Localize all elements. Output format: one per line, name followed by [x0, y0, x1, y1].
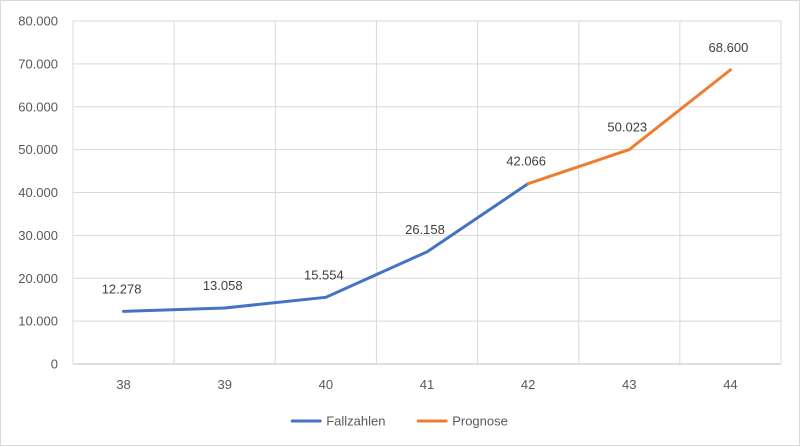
grid-lines [72, 20, 782, 365]
y-tick-label: 0 [51, 357, 58, 372]
data-label: 42.066 [506, 154, 546, 169]
data-label: 15.554 [304, 267, 344, 282]
y-tick-label: 30.000 [18, 228, 58, 243]
data-label: 12.278 [102, 281, 142, 296]
x-tick-label: 42 [521, 377, 535, 392]
data-label: 13.058 [203, 278, 243, 293]
x-tick-label: 43 [622, 377, 636, 392]
x-tick-label: 44 [723, 377, 737, 392]
y-tick-label: 10.000 [18, 314, 58, 329]
x-tick-label: 40 [319, 377, 333, 392]
legend-item-fallzahlen: Fallzahlen [290, 414, 385, 429]
x-axis-tick-labels: 38 39 40 41 42 43 44 [116, 377, 737, 392]
y-tick-label: 80.000 [18, 14, 58, 29]
x-tick-label: 38 [116, 377, 130, 392]
x-tick-label: 41 [420, 377, 434, 392]
x-tick-label: 39 [217, 377, 231, 392]
y-tick-label: 40.000 [18, 185, 58, 200]
y-tick-label: 70.000 [18, 56, 58, 71]
series-line-fallzahlen [122, 182, 530, 313]
y-tick-label: 20.000 [18, 271, 58, 286]
data-label: 50.023 [607, 120, 647, 135]
legend-label: Fallzahlen [326, 414, 385, 429]
data-label: 26.158 [405, 222, 445, 237]
data-label: 68.600 [709, 40, 749, 55]
series-lines [122, 68, 732, 313]
legend: Fallzahlen Prognose [290, 414, 508, 429]
legend-label: Prognose [452, 414, 508, 429]
y-axis-tick-labels: 0 10.000 20.000 30.000 40.000 50.000 60.000 70.… [18, 14, 58, 372]
legend-item-prognose: Prognose [416, 414, 508, 429]
y-tick-label: 60.000 [18, 99, 58, 114]
y-tick-label: 50.000 [18, 142, 58, 157]
series-line-prognose [526, 68, 732, 186]
data-labels: 12.278 13.058 15.554 26.158 42.066 50.023 68.6… [102, 40, 749, 296]
